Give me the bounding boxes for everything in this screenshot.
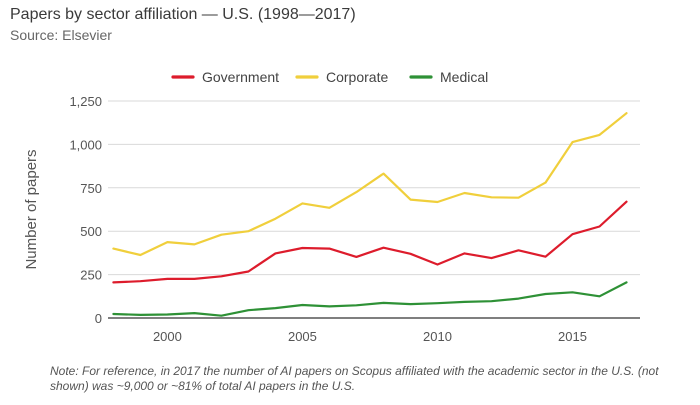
series-line-corporate bbox=[112, 112, 628, 257]
series-lines bbox=[112, 112, 628, 317]
y-tick-label: 500 bbox=[80, 224, 102, 239]
series-line-government bbox=[112, 200, 628, 284]
y-tick-label: 250 bbox=[80, 268, 102, 283]
x-tick-label: 2010 bbox=[423, 329, 452, 344]
series-line-medical bbox=[112, 281, 628, 317]
legend-label-government: Government bbox=[202, 69, 279, 85]
gridlines bbox=[108, 100, 640, 276]
y-tick-label: 1,250 bbox=[69, 94, 102, 109]
y-axis-label: Number of papers bbox=[23, 149, 40, 269]
axes: 0 250 500 750 1,000 1,250 2000 2005 2010 2015 Numb… bbox=[23, 94, 640, 344]
y-tick-label: 1,000 bbox=[69, 137, 102, 152]
x-tick-label: 2015 bbox=[558, 329, 587, 344]
y-tick-label: 750 bbox=[80, 181, 102, 196]
chart-legend: Government Corporate Medical bbox=[171, 69, 488, 85]
x-tick-label: 2000 bbox=[153, 329, 182, 344]
legend-label-medical: Medical bbox=[440, 69, 488, 85]
chart-title: Papers by sector affiliation — U.S. (199… bbox=[10, 6, 356, 23]
footnote: Note: For reference, in 2017 the number … bbox=[50, 364, 659, 393]
x-tick-label: 2005 bbox=[288, 329, 317, 344]
chart-subtitle: Source: Elsevier bbox=[10, 27, 112, 43]
y-tick-label: 0 bbox=[95, 311, 102, 326]
legend-label-corporate: Corporate bbox=[326, 69, 388, 85]
